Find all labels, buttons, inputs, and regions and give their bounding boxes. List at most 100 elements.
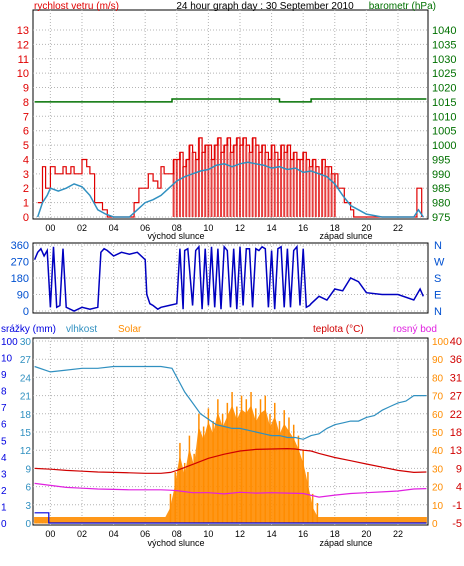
humidity-tick-label: 3 <box>25 501 31 512</box>
pressure-axis-label: barometr (hPa) <box>369 1 436 12</box>
weather-x-tick-label: 00 <box>45 529 55 539</box>
wind-y-tick-label: 8 <box>23 97 29 109</box>
dewpoint-line <box>34 482 427 498</box>
direction-compass-label: E <box>434 290 441 302</box>
pressure-y-tick-label: 995 <box>432 154 450 166</box>
direction-compass-label: N <box>434 240 442 252</box>
weather-legend: srážky (mm) vlhkost Solar teplota (°C) rosný… <box>1 324 437 335</box>
wind-x-tick-label: 18 <box>330 223 340 233</box>
solar-tick-label: 80 <box>432 373 444 384</box>
pressure-y-tick-label: 1040 <box>432 25 456 37</box>
sunset-label-bottom: západ slunce <box>319 538 372 548</box>
pressure-y-tick-label: 985 <box>432 183 450 195</box>
direction-series <box>33 244 424 312</box>
pressure-y-tick-label: 1010 <box>432 111 456 123</box>
temperature-tick-label: 27 <box>450 391 462 403</box>
pressure-y-tick-label: 980 <box>432 198 450 210</box>
wind-y-tick-label: 0 <box>23 212 29 224</box>
wind-x-tick-label: 04 <box>109 223 119 233</box>
rain-tick-label: 100 <box>1 337 18 348</box>
rain-tick-label: 9 <box>1 370 7 381</box>
direction-compass-label: W <box>434 257 445 269</box>
weather-x-tick-label: 16 <box>298 529 308 539</box>
weather-x-tick-label: 14 <box>267 529 277 539</box>
solar-tick-label: 40 <box>432 446 444 457</box>
direction-compass-label: S <box>434 273 441 285</box>
humidity-tick-label: 21 <box>20 392 32 403</box>
wind-y-tick-label: 2 <box>23 183 29 195</box>
wind-y-tick-label: 10 <box>17 68 29 80</box>
weather-ticks: 1001098765432103027242118151296301009080… <box>1 336 462 530</box>
legend-label: rosný bod <box>393 324 437 335</box>
pressure-y-ticks: 1040 1035 1030 1025 1020 1015 1010 1005 1000 995 9… <box>432 25 456 224</box>
wind-y-tick-label: 3 <box>23 169 29 181</box>
wind-y-tick-label: 11 <box>18 54 29 66</box>
temperature-line <box>34 447 427 474</box>
humidity-tick-label: 9 <box>25 464 31 475</box>
legend-label: srážky (mm) <box>1 324 56 335</box>
wind-x-tick-label: 08 <box>172 223 182 233</box>
weather-x-tick-label: 06 <box>140 529 150 539</box>
weather-x-tick-label: 12 <box>235 529 245 539</box>
direction-y-tick-label: 0 <box>23 306 29 318</box>
pressure-y-tick-label: 1025 <box>432 68 456 80</box>
rain-tick-label: 2 <box>1 486 7 497</box>
wind-x-tick-label: 06 <box>140 223 150 233</box>
weather-x-tick-label: 18 <box>330 529 340 539</box>
wind-x-tick-label: 20 <box>361 223 371 233</box>
humidity-tick-label: 24 <box>20 373 32 384</box>
solar-tick-label: 90 <box>432 355 444 366</box>
wind-y-tick-label: 7 <box>23 111 29 123</box>
rain-tick-label: 1 <box>1 502 7 513</box>
solar-tick-label: 0 <box>432 519 438 530</box>
temperature-tick-label: 9 <box>456 463 462 475</box>
solar-tick-label: 10 <box>432 501 444 512</box>
rain-line <box>34 512 427 524</box>
chart-title: 24 hour graph day : 30 September 2010 <box>176 1 354 12</box>
direction-y-tick-label: 90 <box>17 290 29 302</box>
pressure-y-tick-label: 1000 <box>432 140 456 152</box>
rain-tick-label: 5 <box>1 436 7 447</box>
wind-gust-line <box>37 137 423 218</box>
wind-series <box>34 98 427 218</box>
wind-average-line <box>36 161 424 218</box>
legend-label: Solar <box>118 324 142 335</box>
weather-x-tick-label: 08 <box>172 529 182 539</box>
pressure-y-tick-label: 1030 <box>432 54 456 66</box>
humidity-tick-label: 15 <box>20 428 32 439</box>
direction-y-tick-label: 270 <box>11 257 29 269</box>
rain-tick-label: 7 <box>1 403 7 414</box>
solar-tick-label: 60 <box>432 410 444 421</box>
sunrise-label-bottom: východ slunce <box>147 538 204 548</box>
temperature-tick-label: 13 <box>450 445 462 457</box>
pressure-y-tick-label: 1020 <box>432 83 456 95</box>
rain-tick-label: 8 <box>1 387 7 398</box>
wind-y-tick-label: 6 <box>23 126 29 138</box>
humidity-line <box>34 365 427 440</box>
weather-x-tick-label: 10 <box>203 529 213 539</box>
wind-y-tick-label: 5 <box>23 140 29 152</box>
temperature-tick-label: 4 <box>456 482 462 494</box>
solar-tick-label: 50 <box>432 428 444 439</box>
weather-x-ticks: 00 02 04 06 08 10 12 14 16 18 20 22 <box>45 529 403 539</box>
pressure-y-tick-label: 1035 <box>432 39 456 51</box>
weather-series <box>34 365 427 524</box>
pressure-y-tick-label: 1005 <box>432 126 456 138</box>
direction-compass-label: N <box>434 306 442 318</box>
wind-x-tick-label: 16 <box>298 223 308 233</box>
wind-axis-label: rychlost vetru (m/s) <box>34 1 119 12</box>
wind-y-tick-label: 12 <box>17 39 29 51</box>
wind-x-tick-label: 14 <box>267 223 277 233</box>
wind-y-tick-label: 13 <box>17 25 29 37</box>
wind-x-tick-label: 00 <box>45 223 55 233</box>
temperature-tick-label: -1 <box>452 500 462 512</box>
temperature-tick-label: 36 <box>450 354 462 366</box>
weather-x-tick-label: 04 <box>109 529 119 539</box>
weather-x-tick-label: 22 <box>393 529 403 539</box>
direction-y-ticks: 360 270 180 90 0 <box>11 240 29 318</box>
wind-x-ticks: 00 02 04 06 08 10 12 14 16 18 20 22 <box>45 223 403 233</box>
